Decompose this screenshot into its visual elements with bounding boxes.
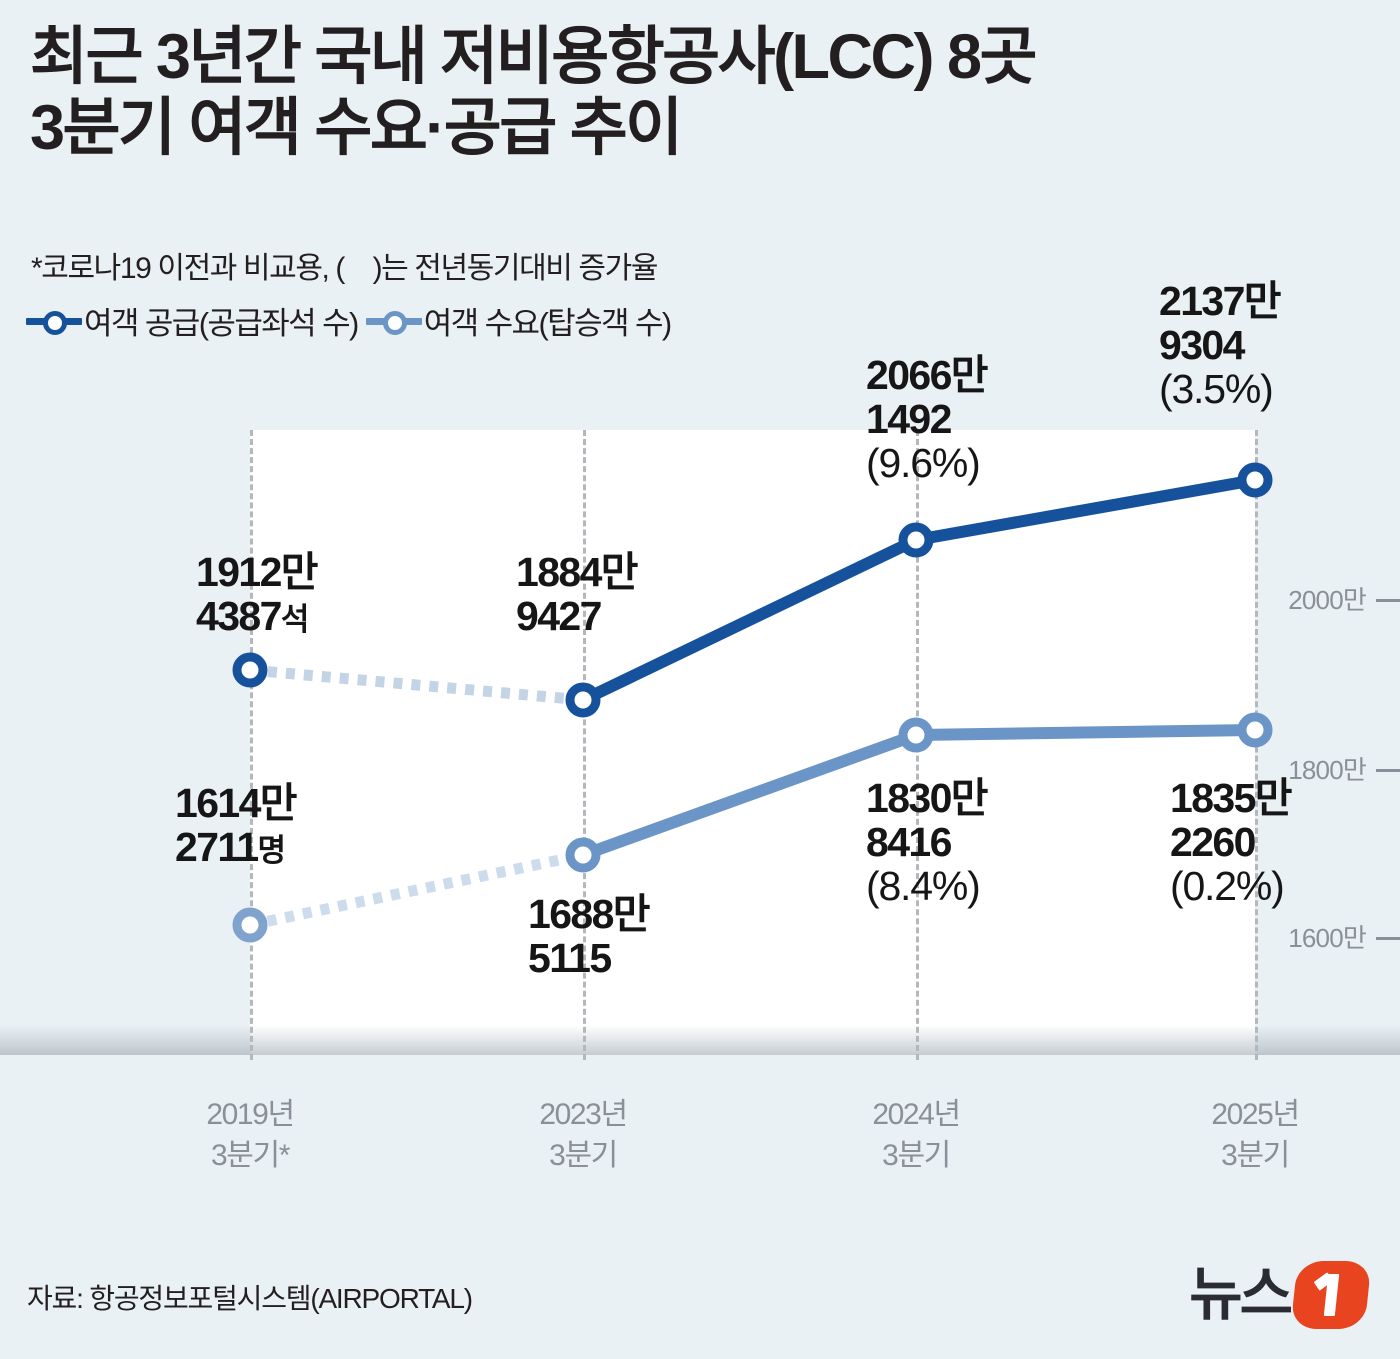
data-label-supply-2023: 1884만 9427 xyxy=(516,549,639,639)
data-label-demand-2019: 1614만 2711명 xyxy=(175,780,298,870)
y-tick-dash-icon xyxy=(1376,936,1400,940)
gridline-2023 xyxy=(583,430,586,1060)
plot-area xyxy=(0,430,1400,1060)
x-axis-label-2025-line1: 2025년 xyxy=(1211,1098,1300,1131)
demand-point-2023 xyxy=(565,837,601,873)
supply-2025-value-line1: 2137만 xyxy=(1159,278,1282,324)
demand-point-2025 xyxy=(1237,712,1273,748)
demand-2025-growth: (0.2%) xyxy=(1170,862,1285,909)
y-axis-tick-label-2000: 2000만 xyxy=(1288,585,1367,615)
page-title-line-1: 최근 3년간 국내 저비용항공사(LCC) 8곳 xyxy=(30,22,1038,92)
x-axis-label-2024-line1: 2024년 xyxy=(872,1098,961,1131)
chart-lines-svg xyxy=(232,462,1273,943)
legend-marker-supply-icon xyxy=(26,307,82,335)
x-axis-label-2023-line1: 2023년 xyxy=(539,1098,628,1131)
plot-background xyxy=(250,430,1255,1055)
supply-point-2019 xyxy=(232,652,268,688)
demand-2024-value-line2: 8416 xyxy=(866,818,952,865)
demand-2019-unit: 명 xyxy=(257,832,287,868)
chart-legend: 여객 공급(공급좌석 수) 여객 수요(탑승객 수) xyxy=(26,298,672,343)
x-axis-label-2025: 2025년 3분기 xyxy=(1211,1095,1300,1176)
x-axis-label-2025-line2: 3분기 xyxy=(1221,1138,1290,1172)
supply-point-2025 xyxy=(1237,462,1273,498)
x-axis-label-2023-line2: 3분기 xyxy=(549,1138,618,1172)
legend-label-demand: 여객 수요(탑승객 수) xyxy=(423,306,672,341)
demand-2025-value-line2: 2260 xyxy=(1170,818,1256,865)
y-axis-tick-1600: 1600만 xyxy=(1248,918,1400,955)
supply-point-2024 xyxy=(898,522,934,558)
demand-dashed-segment xyxy=(248,849,585,931)
x-axis-label-2024-line2: 3분기 xyxy=(882,1138,951,1172)
data-label-supply-2019: 1912만 4387석 xyxy=(196,549,319,639)
demand-2024-growth: (8.4%) xyxy=(866,862,981,909)
x-axis-labels: 2019년 3분기* 2023년 3분기 2024년 3분기 2025년 3분기 xyxy=(0,1085,1400,1195)
plot-bottom-shadow xyxy=(0,1025,1400,1055)
demand-2023-value-line1: 1688만 xyxy=(528,891,651,937)
legend-marker-demand-icon xyxy=(365,307,422,335)
data-label-supply-2025: 2137만 9304 (3.5%) xyxy=(1159,278,1282,412)
y-axis-tick-label-1800: 1800만 xyxy=(1288,755,1367,785)
supply-2025-value-line2: 9304 xyxy=(1159,321,1245,368)
news1-logo: 뉴스 xyxy=(1189,1258,1372,1332)
header: 최근 3년간 국내 저비용항공사(LCC) 8곳 3분기 여객 수요·공급 추이 xyxy=(30,22,1370,163)
supply-2023-value-line1: 1884만 xyxy=(516,549,639,595)
legend-item-demand: 여객 수요(탑승객 수) xyxy=(365,298,672,343)
y-tick-dash-icon xyxy=(1376,768,1400,772)
demand-point-2019 xyxy=(232,907,268,943)
demand-2023-value-line2: 5115 xyxy=(528,934,612,981)
x-axis-label-2019: 2019년 3분기* xyxy=(206,1095,295,1176)
supply-2019-unit: 석 xyxy=(280,601,310,637)
demand-2019-value-line1: 1614만 xyxy=(175,780,298,826)
data-label-demand-2023: 1688만 5115 xyxy=(528,891,651,981)
supply-2019-value-line2: 4387 xyxy=(196,592,282,639)
data-label-demand-2024: 1830만 8416 (8.4%) xyxy=(866,775,989,909)
data-label-demand-2025: 1835만 2260 (0.2%) xyxy=(1170,775,1293,909)
supply-2024-value-line1: 2066만 xyxy=(866,352,989,398)
y-axis-tick-1800: 1800만 xyxy=(1248,750,1400,787)
y-tick-dash-icon xyxy=(1376,598,1400,602)
supply-2024-value-line2: 1492 xyxy=(866,395,952,442)
supply-dashed-segment xyxy=(249,664,584,706)
gridline-2019 xyxy=(250,430,253,1060)
source-text: 자료: 항공정보포털시스템(AIRPORTAL) xyxy=(27,1283,473,1314)
news1-logo-one-badge-icon xyxy=(1290,1261,1372,1329)
supply-line xyxy=(577,474,1261,706)
y-axis-tick-label-1600: 1600만 xyxy=(1288,923,1367,953)
legend-item-supply: 여객 공급(공급좌석 수) xyxy=(26,298,359,343)
demand-2025-value-line1: 1835만 xyxy=(1170,775,1293,821)
demand-2024-value-line1: 1830만 xyxy=(866,775,989,821)
supply-point-2023 xyxy=(565,682,601,718)
y-axis-tick-2000: 2000만 xyxy=(1248,580,1400,617)
supply-2019-value-line1: 1912만 xyxy=(196,549,319,595)
news1-logo-text: 뉴스 xyxy=(1189,1262,1293,1327)
chart-note: *코로나19 이전과 비교용, ( )는 전년동기대비 증가율 xyxy=(31,252,658,285)
legend-label-supply: 여객 공급(공급좌석 수) xyxy=(84,306,359,341)
x-axis-label-2019-line1: 2019년 xyxy=(206,1098,295,1131)
x-axis-label-2019-line2: 3분기* xyxy=(211,1138,290,1172)
page-title-line-2: 3분기 여객 수요·공급 추이 xyxy=(30,92,683,163)
data-label-supply-2024: 2066만 1492 (9.6%) xyxy=(866,352,989,486)
demand-point-2024 xyxy=(898,717,934,753)
supply-2024-growth: (9.6%) xyxy=(866,439,981,486)
x-axis-label-2024: 2024년 3분기 xyxy=(872,1095,961,1176)
supply-2023-value-line2: 9427 xyxy=(516,592,602,639)
x-axis-label-2023: 2023년 3분기 xyxy=(539,1095,628,1176)
supply-2025-growth: (3.5%) xyxy=(1159,365,1274,412)
demand-2019-value-line2: 2711 xyxy=(175,823,259,870)
